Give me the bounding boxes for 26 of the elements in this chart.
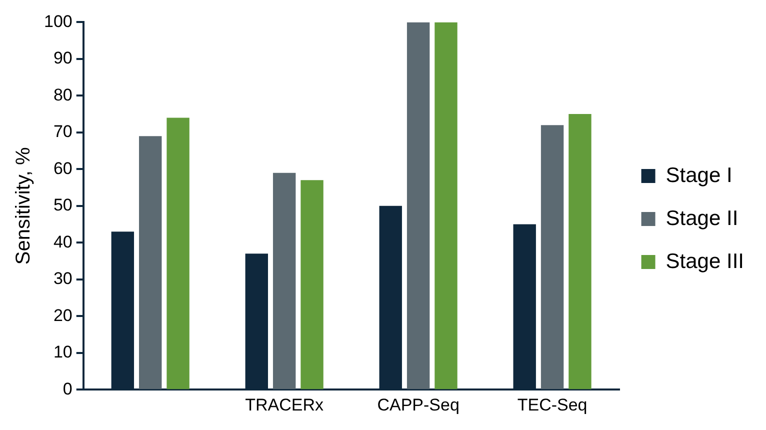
bar bbox=[434, 22, 458, 390]
y-axis-title: Sensitivity, % bbox=[12, 146, 35, 265]
legend-label: Stage I bbox=[666, 164, 732, 187]
y-tick-label: 70 bbox=[53, 122, 72, 142]
bar bbox=[272, 172, 296, 390]
y-tick-label: 10 bbox=[53, 342, 72, 362]
y-tick-label: 50 bbox=[53, 196, 72, 215]
bar bbox=[300, 180, 324, 390]
x-tick-label: TRACERx bbox=[245, 395, 324, 414]
y-tick-label: 40 bbox=[53, 232, 72, 252]
bar bbox=[139, 136, 162, 390]
y-tick-label: 90 bbox=[53, 48, 72, 68]
bar bbox=[166, 118, 190, 390]
x-tick-label: CAPP-Seq bbox=[377, 395, 460, 414]
bar bbox=[540, 125, 564, 390]
x-tick-label: TEC-Seq bbox=[517, 395, 588, 414]
y-tick-label: 20 bbox=[53, 306, 72, 325]
legend-label: Stage II bbox=[666, 206, 738, 230]
y-tick-label: 100 bbox=[44, 12, 72, 31]
bar bbox=[568, 114, 592, 390]
y-tick-label: 30 bbox=[53, 269, 72, 288]
bar bbox=[406, 22, 430, 390]
y-tick-label: 60 bbox=[53, 158, 72, 178]
legend-label: Stage III bbox=[666, 250, 744, 273]
y-tick-label: 80 bbox=[53, 85, 72, 104]
y-tick-label: 0 bbox=[62, 379, 72, 398]
